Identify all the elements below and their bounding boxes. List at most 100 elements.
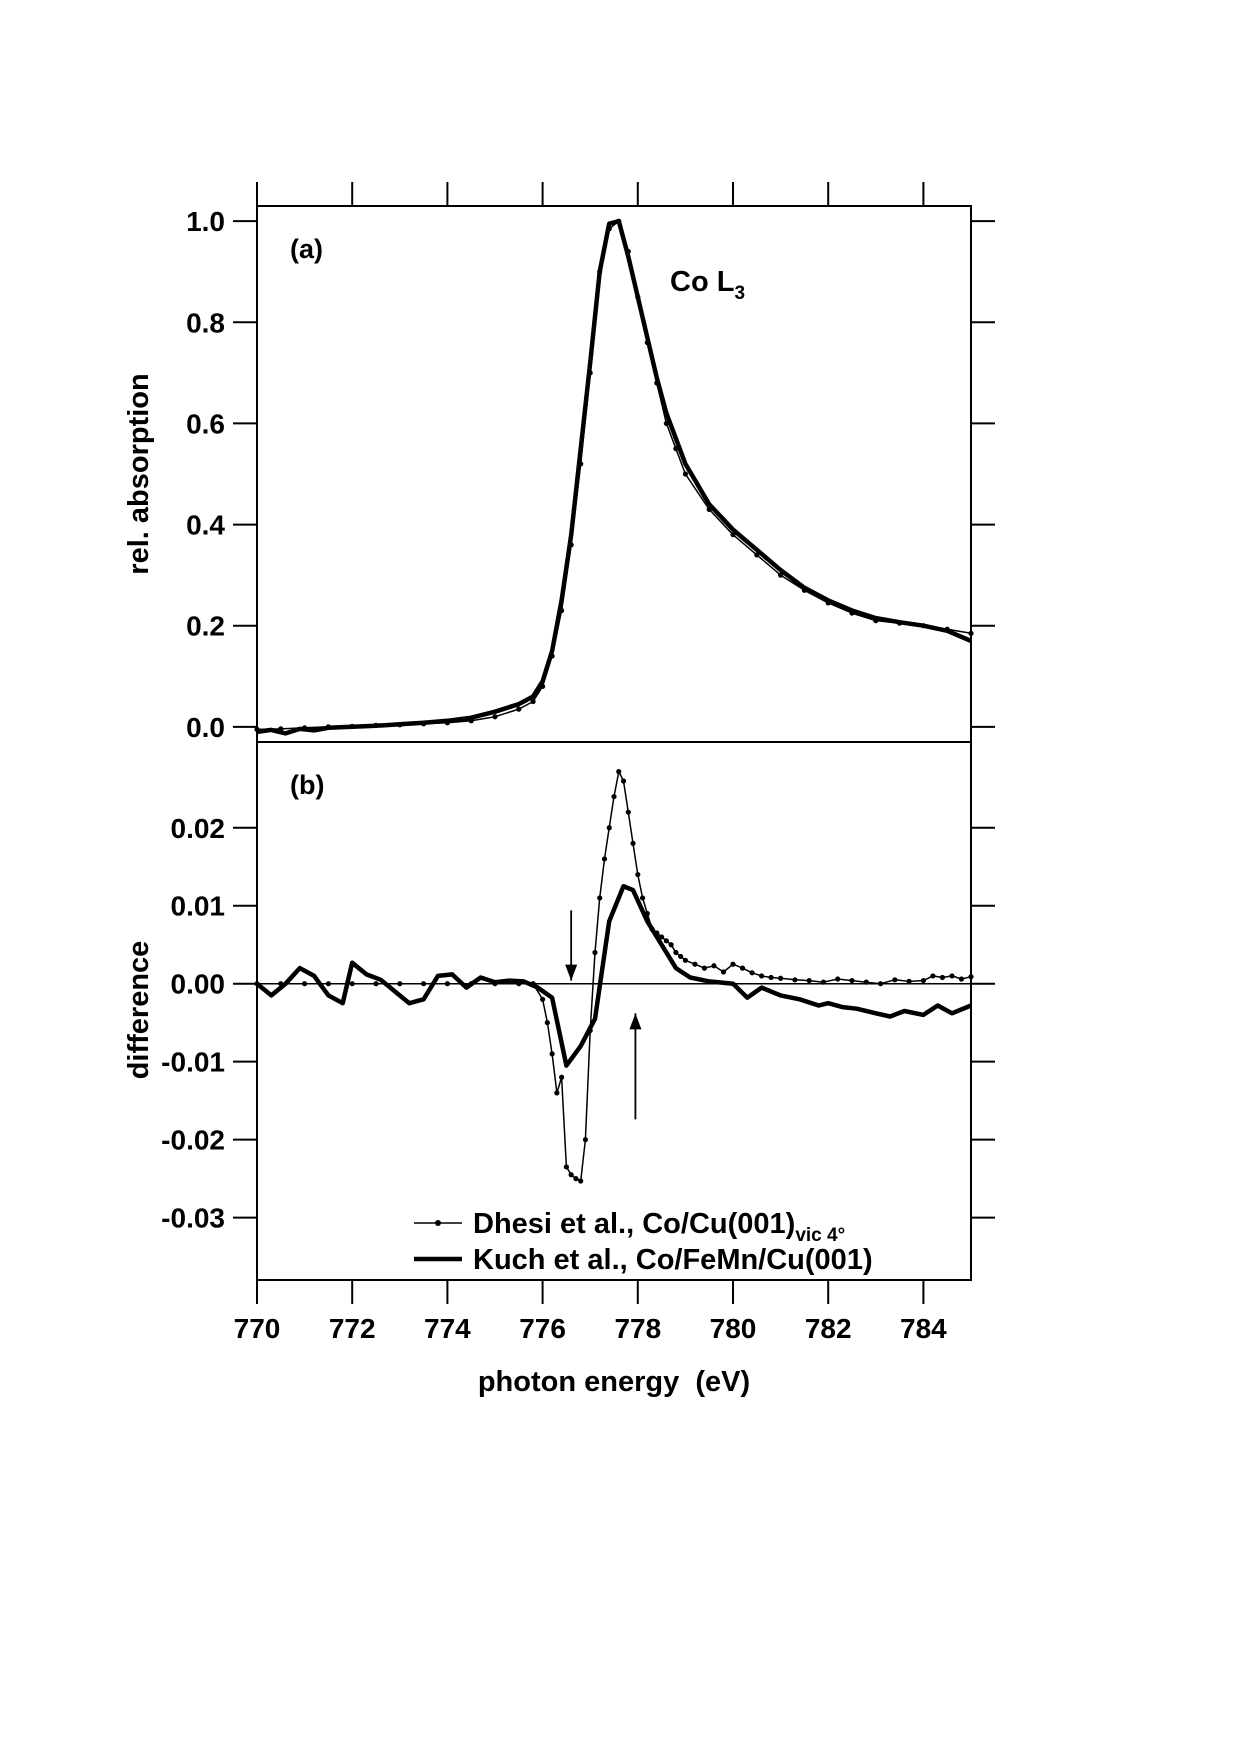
data-point-dhesi (835, 976, 841, 982)
data-point-dhesi (768, 974, 774, 981)
panel-b-label: (b) (290, 770, 324, 800)
series-line-dhesi (257, 770, 972, 1182)
data-point-dhesi (749, 970, 755, 976)
data-point-dhesi (701, 965, 708, 971)
data-point-dhesi (397, 981, 403, 987)
series-line-dhesi (256, 220, 972, 731)
data-point-dhesi (630, 840, 636, 846)
ytick-label: 0.0 (186, 712, 225, 743)
data-point-dhesi (877, 981, 884, 987)
data-point-dhesi (939, 974, 946, 981)
data-point-dhesi (530, 698, 536, 705)
ytick-label: -0.03 (161, 1203, 225, 1234)
data-point-dhesi (639, 895, 646, 901)
legend-label-kuch: Kuch et al., Co/FeMn/Cu(001) (473, 1244, 873, 1276)
data-point-dhesi (730, 961, 736, 967)
panel-b-frame (256, 741, 972, 1281)
data-point-dhesi (554, 1090, 560, 1096)
xtick-label: 774 (424, 1313, 471, 1344)
data-point-dhesi (606, 825, 612, 831)
data-point-dhesi (968, 630, 974, 636)
data-point-dhesi (611, 793, 617, 800)
x-axis-label: photon energy (eV) (478, 1366, 750, 1398)
data-point-dhesi (820, 979, 827, 985)
data-point-dhesi (682, 957, 689, 963)
data-point-dhesi (325, 981, 331, 987)
data-point-dhesi (549, 1051, 555, 1057)
xtick-label: 784 (900, 1313, 947, 1344)
legend-label-dhesi-main: Dhesi et al., Co/Cu(001) (473, 1208, 795, 1240)
data-point-dhesi (968, 974, 974, 980)
xtick-label: 772 (329, 1313, 376, 1344)
panel-a-label: (a) (290, 234, 323, 264)
data-point-dhesi (778, 975, 784, 981)
data-point-dhesi (849, 977, 855, 984)
panel-a-frame (256, 205, 972, 743)
data-point-dhesi (930, 973, 936, 979)
ytick-label: -0.02 (161, 1125, 225, 1156)
series-line-kuch (256, 218, 972, 736)
data-point-dhesi (597, 895, 603, 901)
panel-b-ylabel: difference (123, 941, 155, 1080)
xtick-label: 776 (519, 1313, 566, 1344)
data-point-dhesi (806, 977, 812, 984)
legend-marker-dhesi (435, 1220, 441, 1226)
data-point-dhesi (659, 934, 665, 940)
data-point-dhesi (668, 942, 674, 948)
data-point-dhesi (949, 973, 955, 979)
data-point-dhesi (492, 714, 498, 720)
axes-layer: 0.0 0.2 0.4 0.6 0.8 1.0 0.02 0.01 0.00 -0.01 -0.02… (161, 182, 995, 1344)
data-point-dhesi (678, 953, 684, 960)
ytick-label: 0.2 (186, 611, 225, 642)
ytick-label: 0.4 (186, 510, 225, 541)
data-point-dhesi (444, 981, 450, 987)
data-point-dhesi (892, 977, 898, 983)
data-point-dhesi (920, 977, 927, 984)
data-point-dhesi (692, 961, 698, 967)
data-point-dhesi (563, 1164, 570, 1170)
data-point-dhesi (540, 996, 546, 1002)
data-point-dhesi (573, 1176, 579, 1182)
ytick-label: 0.8 (186, 307, 225, 338)
data-point-dhesi (720, 969, 727, 975)
data-point-dhesi (601, 856, 608, 862)
data-point-dhesi (635, 871, 641, 878)
xtick-label: 780 (710, 1313, 757, 1344)
data-point-dhesi (758, 973, 765, 979)
legend-label-dhesi: Dhesi et al., Co/Cu(001)vic 4° (473, 1208, 845, 1246)
ytick-label: 0.00 (171, 969, 226, 1000)
ytick-label: 0.6 (186, 408, 225, 439)
ytick-label: 0.02 (171, 813, 226, 844)
data-point-dhesi (592, 949, 598, 956)
data-point-dhesi (302, 981, 308, 987)
ytick-label: -0.01 (161, 1047, 225, 1078)
panel-a-ylabel: rel. absorption (123, 373, 155, 574)
data-point-dhesi (906, 978, 912, 984)
data-point-dhesi (682, 471, 689, 477)
data-point-dhesi (568, 1172, 574, 1178)
arrow-down-head (565, 964, 578, 981)
data-point-dhesi (625, 809, 631, 815)
arrow-up-head (629, 1013, 642, 1030)
data-point-dhesi (582, 1137, 589, 1143)
co-l3-annotation: Co L3 (670, 266, 745, 304)
xtick-label: 782 (805, 1313, 852, 1344)
data-point-dhesi (711, 963, 717, 969)
data-point-dhesi (792, 977, 798, 983)
data-point-dhesi (544, 1020, 550, 1026)
xtick-label: 770 (234, 1313, 281, 1344)
data-point-dhesi (349, 981, 355, 987)
data-point-dhesi (958, 976, 965, 982)
co-l3-annotation-main: Co L (670, 266, 734, 298)
data-point-dhesi (421, 981, 427, 987)
xtick-label: 778 (614, 1313, 661, 1344)
data-point-dhesi (673, 949, 679, 956)
data-point-dhesi (620, 778, 627, 784)
data-point-dhesi (559, 1074, 565, 1080)
data-point-dhesi (516, 706, 522, 712)
legend: Dhesi et al., Co/Cu(001)vic 4° Kuch et a… (414, 1208, 873, 1276)
co-l3-annotation-sub: 3 (734, 283, 745, 304)
data-point-dhesi (863, 979, 869, 985)
data-point-dhesi (663, 938, 669, 944)
